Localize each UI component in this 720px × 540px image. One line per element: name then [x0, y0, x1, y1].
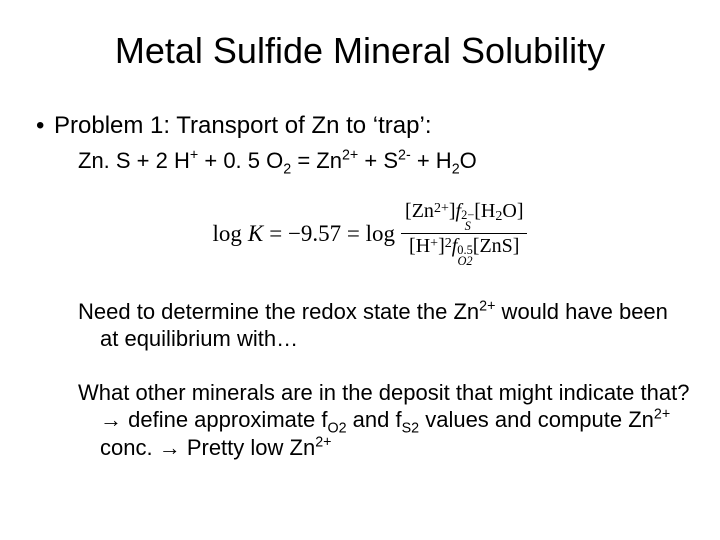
arrow-icon: →: [100, 407, 122, 432]
p2-b: define approximate f: [122, 407, 327, 432]
rxn-sub: 2: [452, 161, 460, 177]
p2-d: values and compute Zn: [419, 407, 654, 432]
slide: Metal Sulfide Mineral Solubility •Proble…: [0, 0, 720, 540]
f-part: [Zn: [405, 200, 434, 222]
p2-f: Pretty low Zn: [181, 435, 315, 460]
f-part: ]: [438, 235, 445, 257]
rxn-sup: +: [190, 148, 198, 164]
fraction-denominator: [H+]2f0.5O2[ZnS]: [405, 234, 523, 267]
p1-sup: 2+: [479, 298, 495, 314]
f-supsub: 2−S: [461, 210, 474, 232]
rxn-part: + 0. 5 O: [198, 148, 283, 173]
p2-sup: 2+: [315, 434, 331, 450]
f-sup: 2+: [434, 201, 449, 216]
rxn-part: + H: [411, 148, 452, 173]
f-supsub: 0.5O2: [457, 245, 473, 267]
f-part: ]: [449, 200, 456, 222]
f-log: log: [213, 221, 242, 247]
rxn-sup: 2+: [342, 148, 358, 164]
rxn-part: + S: [358, 148, 398, 173]
rxn-part: = Zn: [291, 148, 342, 173]
p1-a: Need to determine the redox state the Zn: [78, 299, 479, 324]
p2-e: conc.: [100, 435, 159, 460]
f-sup: +: [430, 236, 438, 251]
f-part: [ZnS]: [473, 235, 520, 257]
fraction-numerator: [Zn2+]f2−S[H2O]: [401, 200, 527, 234]
paragraph-redox: Need to determine the redox state the Zn…: [30, 298, 690, 353]
bullet-dot: •: [36, 112, 54, 140]
f-sub: 2: [495, 209, 502, 224]
slide-title: Metal Sulfide Mineral Solubility: [30, 30, 690, 72]
p2-a: What other minerals are in the deposit t…: [78, 380, 689, 405]
rxn-part: Zn. S + 2 H: [78, 148, 190, 173]
f-eqval: = −9.57 = log: [269, 221, 395, 247]
paragraph-minerals: What other minerals are in the deposit t…: [30, 379, 690, 462]
reaction-equation: Zn. S + 2 H+ + 0. 5 O2 = Zn2+ + S2- + H2…: [30, 148, 690, 174]
rxn-sup: 2-: [398, 148, 411, 164]
fraction: [Zn2+]f2−S[H2O] [H+]2f0.5O2[ZnS]: [401, 200, 527, 268]
f-sup: 2: [445, 236, 452, 251]
logK-formula: log K = −9.57 = log [Zn2+]f2−S[H2O] [H+]…: [30, 200, 690, 268]
f-tiny: S: [461, 221, 474, 232]
f-part: [H: [474, 200, 495, 222]
rxn-sub: 2: [283, 161, 291, 177]
arrow-icon: →: [159, 435, 181, 460]
bullet-text: Problem 1: Transport of Zn to ‘trap’:: [54, 112, 432, 139]
p2-c: and f: [347, 407, 402, 432]
f-K: K: [248, 221, 263, 247]
bullet-problem-1: •Problem 1: Transport of Zn to ‘trap’:: [30, 112, 690, 140]
f-part: [H: [409, 235, 430, 257]
p2-sup: 2+: [654, 407, 670, 423]
p2-sub: S2: [402, 421, 420, 437]
rxn-part: O: [460, 148, 477, 173]
f-part: O]: [502, 200, 523, 222]
f-tiny: O2: [457, 256, 473, 267]
